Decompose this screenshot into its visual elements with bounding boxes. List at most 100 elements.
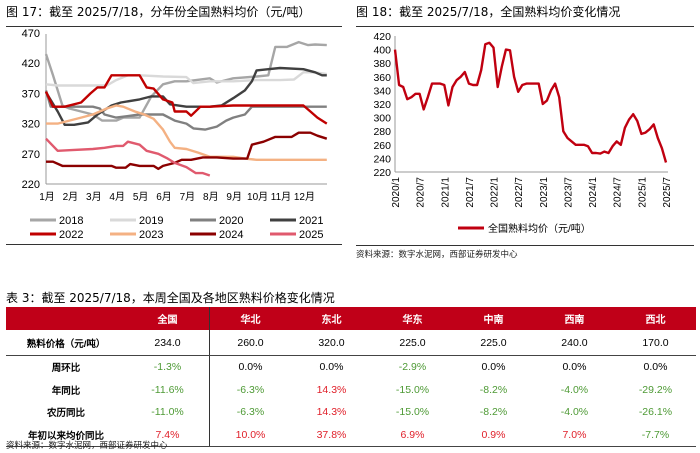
row-label: 农历同比 — [47, 408, 86, 420]
x-tick-label: 2月 — [63, 191, 79, 203]
column-header: 西南 — [533, 307, 615, 330]
y-tick-label: 240 — [373, 153, 391, 165]
x-tick-label: 4月 — [109, 191, 125, 203]
table-header-row: 全国 华北 东北 华东 中南 西南 西北 — [6, 307, 696, 330]
y-tick-label: 400 — [373, 45, 391, 57]
y-tick-label: 220 — [373, 167, 391, 179]
column-header: 中南 — [453, 307, 534, 330]
table-cell: -11.6% — [126, 378, 211, 401]
table-title: 表 3：截至 2025/7/18，本周全国及各地区熟料价格变化情况 — [6, 291, 335, 305]
table-cell: -4.0% — [560, 406, 589, 419]
table-cell: 7.4% — [126, 423, 211, 447]
table-cell: 6.9% — [371, 423, 454, 447]
y-tick-label: 470 — [22, 28, 40, 40]
x-tick-label: 11月 — [271, 191, 291, 203]
x-tick-label: 7月 — [180, 191, 196, 203]
table-cell: -11.0% — [126, 401, 211, 424]
table-cell: 14.3% — [316, 406, 347, 419]
table-cell: -8.2% — [479, 383, 508, 396]
table-row: 熟料价格（元/吨） 234.0 260.0 320.0 225.0 225.0 240.0 1… — [6, 330, 696, 356]
y-tick-label: 260 — [373, 140, 391, 152]
table-source: 资料来源：数字水泥网，西部证券研发中心 — [6, 441, 168, 451]
table-cell: 225.0 — [371, 330, 454, 356]
series-line-2021 — [44, 66, 327, 126]
table-cell: 260.0 — [209, 330, 291, 356]
divider — [6, 26, 342, 27]
x-tick-label: 2024/7 — [613, 177, 624, 208]
table-cell: 10.0% — [209, 423, 291, 447]
price-table: 全国 华北 东北 华东 中南 西南 西北 熟料价格（元/吨） 234.0 260.0 320.0 2… — [6, 307, 696, 447]
table-cell: 0.0% — [643, 361, 668, 374]
table-cell: -4.0% — [560, 383, 589, 396]
table-cell: 14.3% — [316, 383, 347, 396]
y-tick-label: 380 — [373, 58, 391, 70]
x-tick-label: 2021/7 — [465, 177, 476, 208]
row-label: 年初以来均价同比 — [6, 423, 127, 447]
legend-label: 2018 — [59, 215, 83, 227]
legend-label: 全国熟料均价（元/吨） — [488, 222, 591, 235]
column-header: 东北 — [291, 307, 372, 330]
column-header: 全国 — [126, 307, 211, 330]
series-line-2025 — [45, 137, 211, 177]
x-tick-label: 2021/1 — [440, 177, 451, 208]
x-tick-label: 2023/1 — [539, 177, 550, 208]
series-line-2023 — [46, 104, 327, 161]
x-tick-label: 10月 — [247, 191, 268, 203]
divider — [356, 26, 694, 27]
x-tick-label: 12月 — [294, 191, 315, 203]
column-header: 华北 — [209, 307, 291, 330]
series-line-2018 — [44, 40, 327, 122]
table-cell: -6.3% — [236, 406, 265, 419]
column-header — [6, 307, 127, 330]
y-tick-label: 270 — [22, 149, 40, 161]
x-tick-label: 2020/7 — [416, 177, 427, 208]
table-cell: -7.7% — [614, 423, 696, 447]
x-tick-label: 3月 — [86, 191, 102, 203]
table-cell: 0.0% — [481, 361, 506, 374]
series-line-2024 — [46, 131, 328, 171]
y-tick-label: 280 — [373, 126, 391, 138]
table-cell: 234.0 — [126, 330, 211, 356]
y-tick-label: 320 — [22, 119, 40, 131]
table-cell: 37.8% — [291, 423, 372, 447]
table-cell: -1.3% — [126, 355, 211, 379]
table-cell: 0.0% — [562, 361, 587, 374]
y-tick-label: 370 — [22, 88, 40, 100]
table-row: 年同比 -11.6% -6.3% 14.3% -15.0% -8.2% -4.0% -29.2… — [6, 378, 696, 401]
x-tick-label: 2022/7 — [514, 177, 525, 208]
table-row: 周环比 -1.3% 0.0% 0.0% -2.9% 0.0% 0.0% 0.0% — [6, 355, 696, 379]
x-tick-label: 2020/1 — [391, 177, 402, 208]
y-tick-label: 360 — [373, 72, 391, 84]
fig17-title: 图 17：截至 2025/7/18，分年份全国熟料均价（元/吨） — [6, 5, 311, 19]
legend-label: 2022 — [59, 229, 83, 241]
legend-label: 2023 — [139, 229, 163, 241]
table-cell: 0.0% — [319, 361, 344, 374]
y-tick-label: 320 — [373, 99, 391, 111]
table-cell: -15.0% — [395, 406, 430, 419]
table-cell: 225.0 — [453, 330, 534, 356]
y-tick-label: 420 — [373, 31, 391, 43]
x-tick-label: 1月 — [39, 191, 55, 203]
divider — [356, 245, 694, 246]
table-cell: -8.2% — [479, 406, 508, 419]
table-cell: -29.2% — [638, 383, 673, 396]
table-row: 年初以来均价同比 7.4% 10.0% 37.8% 6.9% 0.9% 7.0% -7.7% — [6, 423, 696, 447]
x-tick-label: 6月 — [156, 191, 172, 203]
legend-label: 2021 — [299, 215, 323, 227]
table-cell: -6.3% — [236, 383, 265, 396]
table-cell: 0.0% — [238, 361, 263, 374]
table-cell: 7.0% — [533, 423, 615, 447]
column-header: 西北 — [614, 307, 696, 330]
table-cell: -15.0% — [395, 383, 430, 396]
x-tick-label: 9月 — [226, 191, 242, 203]
legend-label: 2025 — [299, 229, 323, 241]
row-label: 熟料价格（元/吨） — [6, 330, 127, 356]
table-cell: 320.0 — [291, 330, 372, 356]
table-cell: 0.9% — [453, 423, 534, 447]
y-tick-label: 420 — [22, 58, 40, 70]
x-tick-label: 2022/1 — [490, 177, 501, 208]
x-tick-label: 8月 — [203, 191, 219, 203]
y-tick-label: 340 — [373, 85, 391, 97]
x-tick-label: 2023/7 — [563, 177, 574, 208]
